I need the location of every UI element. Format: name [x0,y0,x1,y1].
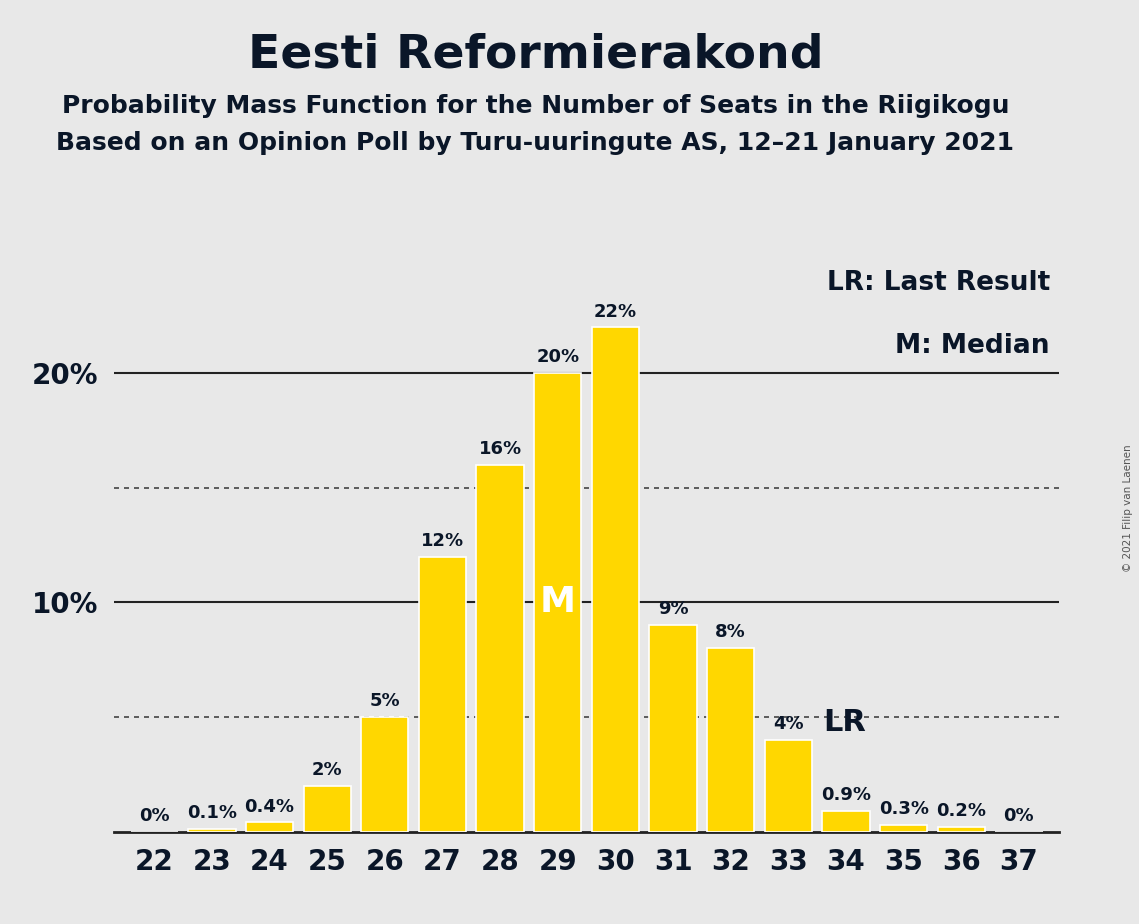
Text: 0%: 0% [139,807,170,825]
Text: 12%: 12% [421,531,464,550]
Bar [707,649,754,832]
Bar [822,811,869,832]
Text: M: Median: M: Median [895,334,1050,359]
Bar [592,327,639,832]
Text: M: M [540,586,575,619]
Bar [534,373,581,832]
Text: 9%: 9% [657,601,688,618]
Text: 16%: 16% [478,440,522,458]
Bar [649,626,697,832]
Text: 0.3%: 0.3% [878,800,928,818]
Text: 2%: 2% [312,760,343,779]
Text: Probability Mass Function for the Number of Seats in the Riigikogu: Probability Mass Function for the Number… [62,94,1009,118]
Bar [304,785,351,832]
Bar [419,556,466,832]
Bar [246,822,293,832]
Text: © 2021 Filip van Laenen: © 2021 Filip van Laenen [1123,444,1133,572]
Text: 22%: 22% [593,302,637,321]
Text: LR: LR [822,708,866,736]
Text: LR: Last Result: LR: Last Result [827,270,1050,297]
Bar [361,717,409,832]
Text: 0.1%: 0.1% [187,805,237,822]
Bar [188,830,236,832]
Text: 0.2%: 0.2% [936,802,986,821]
Text: 0.4%: 0.4% [245,797,295,816]
Bar [937,827,985,832]
Text: 0.9%: 0.9% [821,786,871,804]
Text: Based on an Opinion Poll by Turu-uuringute AS, 12–21 January 2021: Based on an Opinion Poll by Turu-uuringu… [56,131,1015,155]
Text: Eesti Reformierakond: Eesti Reformierakond [247,32,823,78]
Bar [880,825,927,832]
Bar [476,465,524,832]
Bar [764,740,812,832]
Text: 5%: 5% [369,692,400,711]
Text: 20%: 20% [536,348,580,367]
Text: 0%: 0% [1003,807,1034,825]
Text: 8%: 8% [715,624,746,641]
Text: 4%: 4% [773,715,804,733]
